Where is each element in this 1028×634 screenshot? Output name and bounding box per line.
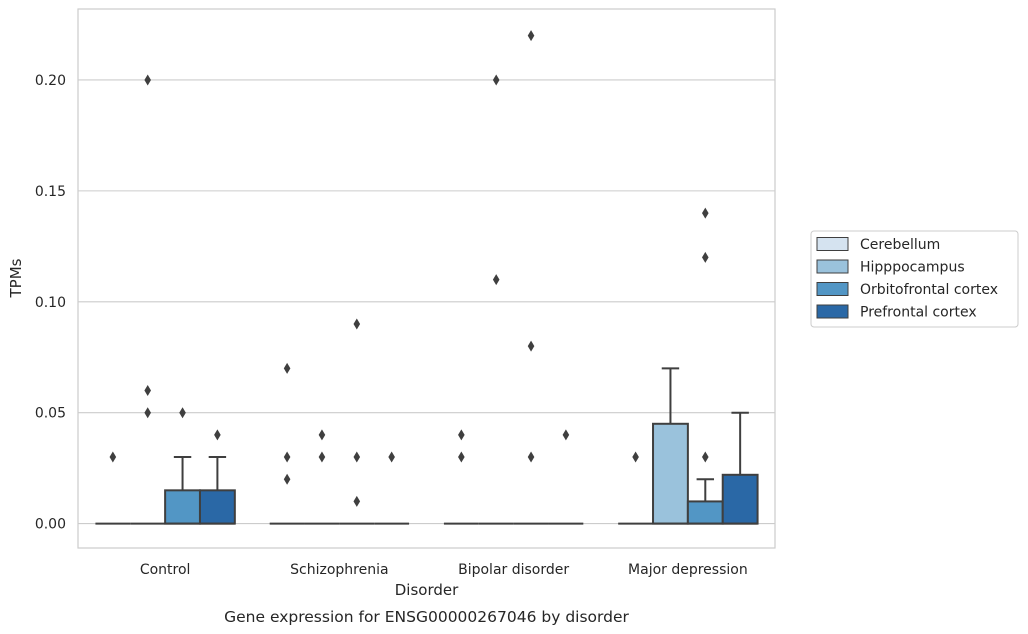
y-tick-label: 0.05 [35,406,66,422]
outlier-point [318,451,326,463]
outlier-point [562,429,570,441]
outlier-point [214,429,221,441]
box-body [721,473,759,525]
legend-swatch [816,237,849,251]
outlier-point [458,451,465,463]
outlier-point [179,407,186,419]
box-0-3 [198,429,236,525]
outlier-point [283,473,291,485]
box-2-3 [548,429,584,525]
x-tick-label: Control [140,562,191,578]
x-tick-label: Schizophrenia [290,562,388,578]
outlier-point [353,495,361,507]
outlier-point [527,30,535,42]
box-1-0 [269,362,305,525]
legend-label: Cerebellum [860,237,940,253]
x-tick-label: Bipolar disorder [458,562,569,578]
legend-label: Prefrontal cortex [860,305,977,321]
outlier-point [109,451,117,463]
outlier-point [283,362,291,374]
outlier-point [353,451,361,463]
y-tick-label: 0.10 [35,295,66,311]
outlier-point [492,274,500,286]
legend-label: Hipppocampus [860,260,965,276]
box-1-1 [304,429,340,525]
outlier-point [353,318,361,330]
box-0-2 [164,407,201,525]
box-3-0 [618,451,654,525]
outlier-point [702,207,709,219]
box-body [652,422,689,525]
y-tick-label: 0.00 [35,517,66,533]
legend-frame [810,230,1019,328]
box-2-0 [443,429,479,525]
outlier-point [527,340,535,352]
boxes [95,30,759,525]
box-0-0 [95,451,131,525]
outlier-point [318,429,326,441]
legend-swatch [816,304,849,319]
box-2-1 [478,74,514,525]
outlier-point [144,385,151,397]
outlier-point [492,74,500,86]
box-body [686,500,724,525]
y-axis-label: TPMs [7,258,25,298]
outlier-point [702,451,709,463]
outlier-point [144,74,151,86]
x-axis-ticks: Control Schizophrenia Bipolar disorder Majo… [140,562,748,578]
y-tick-label: 0.15 [35,184,66,200]
outlier-point [388,451,395,463]
y-axis-ticks: 0.00 0.05 0.10 0.15 0.20 [35,73,66,533]
outlier-point [632,451,639,463]
box-body [164,489,201,525]
legend-swatch [816,259,849,274]
box-body [198,489,236,525]
box-0-1 [130,74,166,525]
outlier-point [527,451,535,463]
box-3-3 [721,411,759,525]
legend: Cerebellum Hipppocampus Orbitofrontal cort… [810,230,1019,328]
x-axis-label: Disorder [395,581,459,599]
box-2-2 [513,30,549,525]
box-3-2 [686,207,724,525]
box-3-1 [652,367,689,525]
outlier-point [702,251,709,263]
outlier-point [283,451,291,463]
figure-caption: Gene expression for ENSG00000267046 by d… [224,608,629,626]
legend-label: Orbitofrontal cortex [860,282,998,298]
box-1-2 [339,318,375,525]
x-tick-label: Major depression [628,562,748,578]
legend-swatch [816,282,849,296]
outlier-point [458,429,465,441]
y-tick-label: 0.20 [35,73,66,89]
outlier-point [144,407,151,419]
box-1-3 [374,451,410,525]
